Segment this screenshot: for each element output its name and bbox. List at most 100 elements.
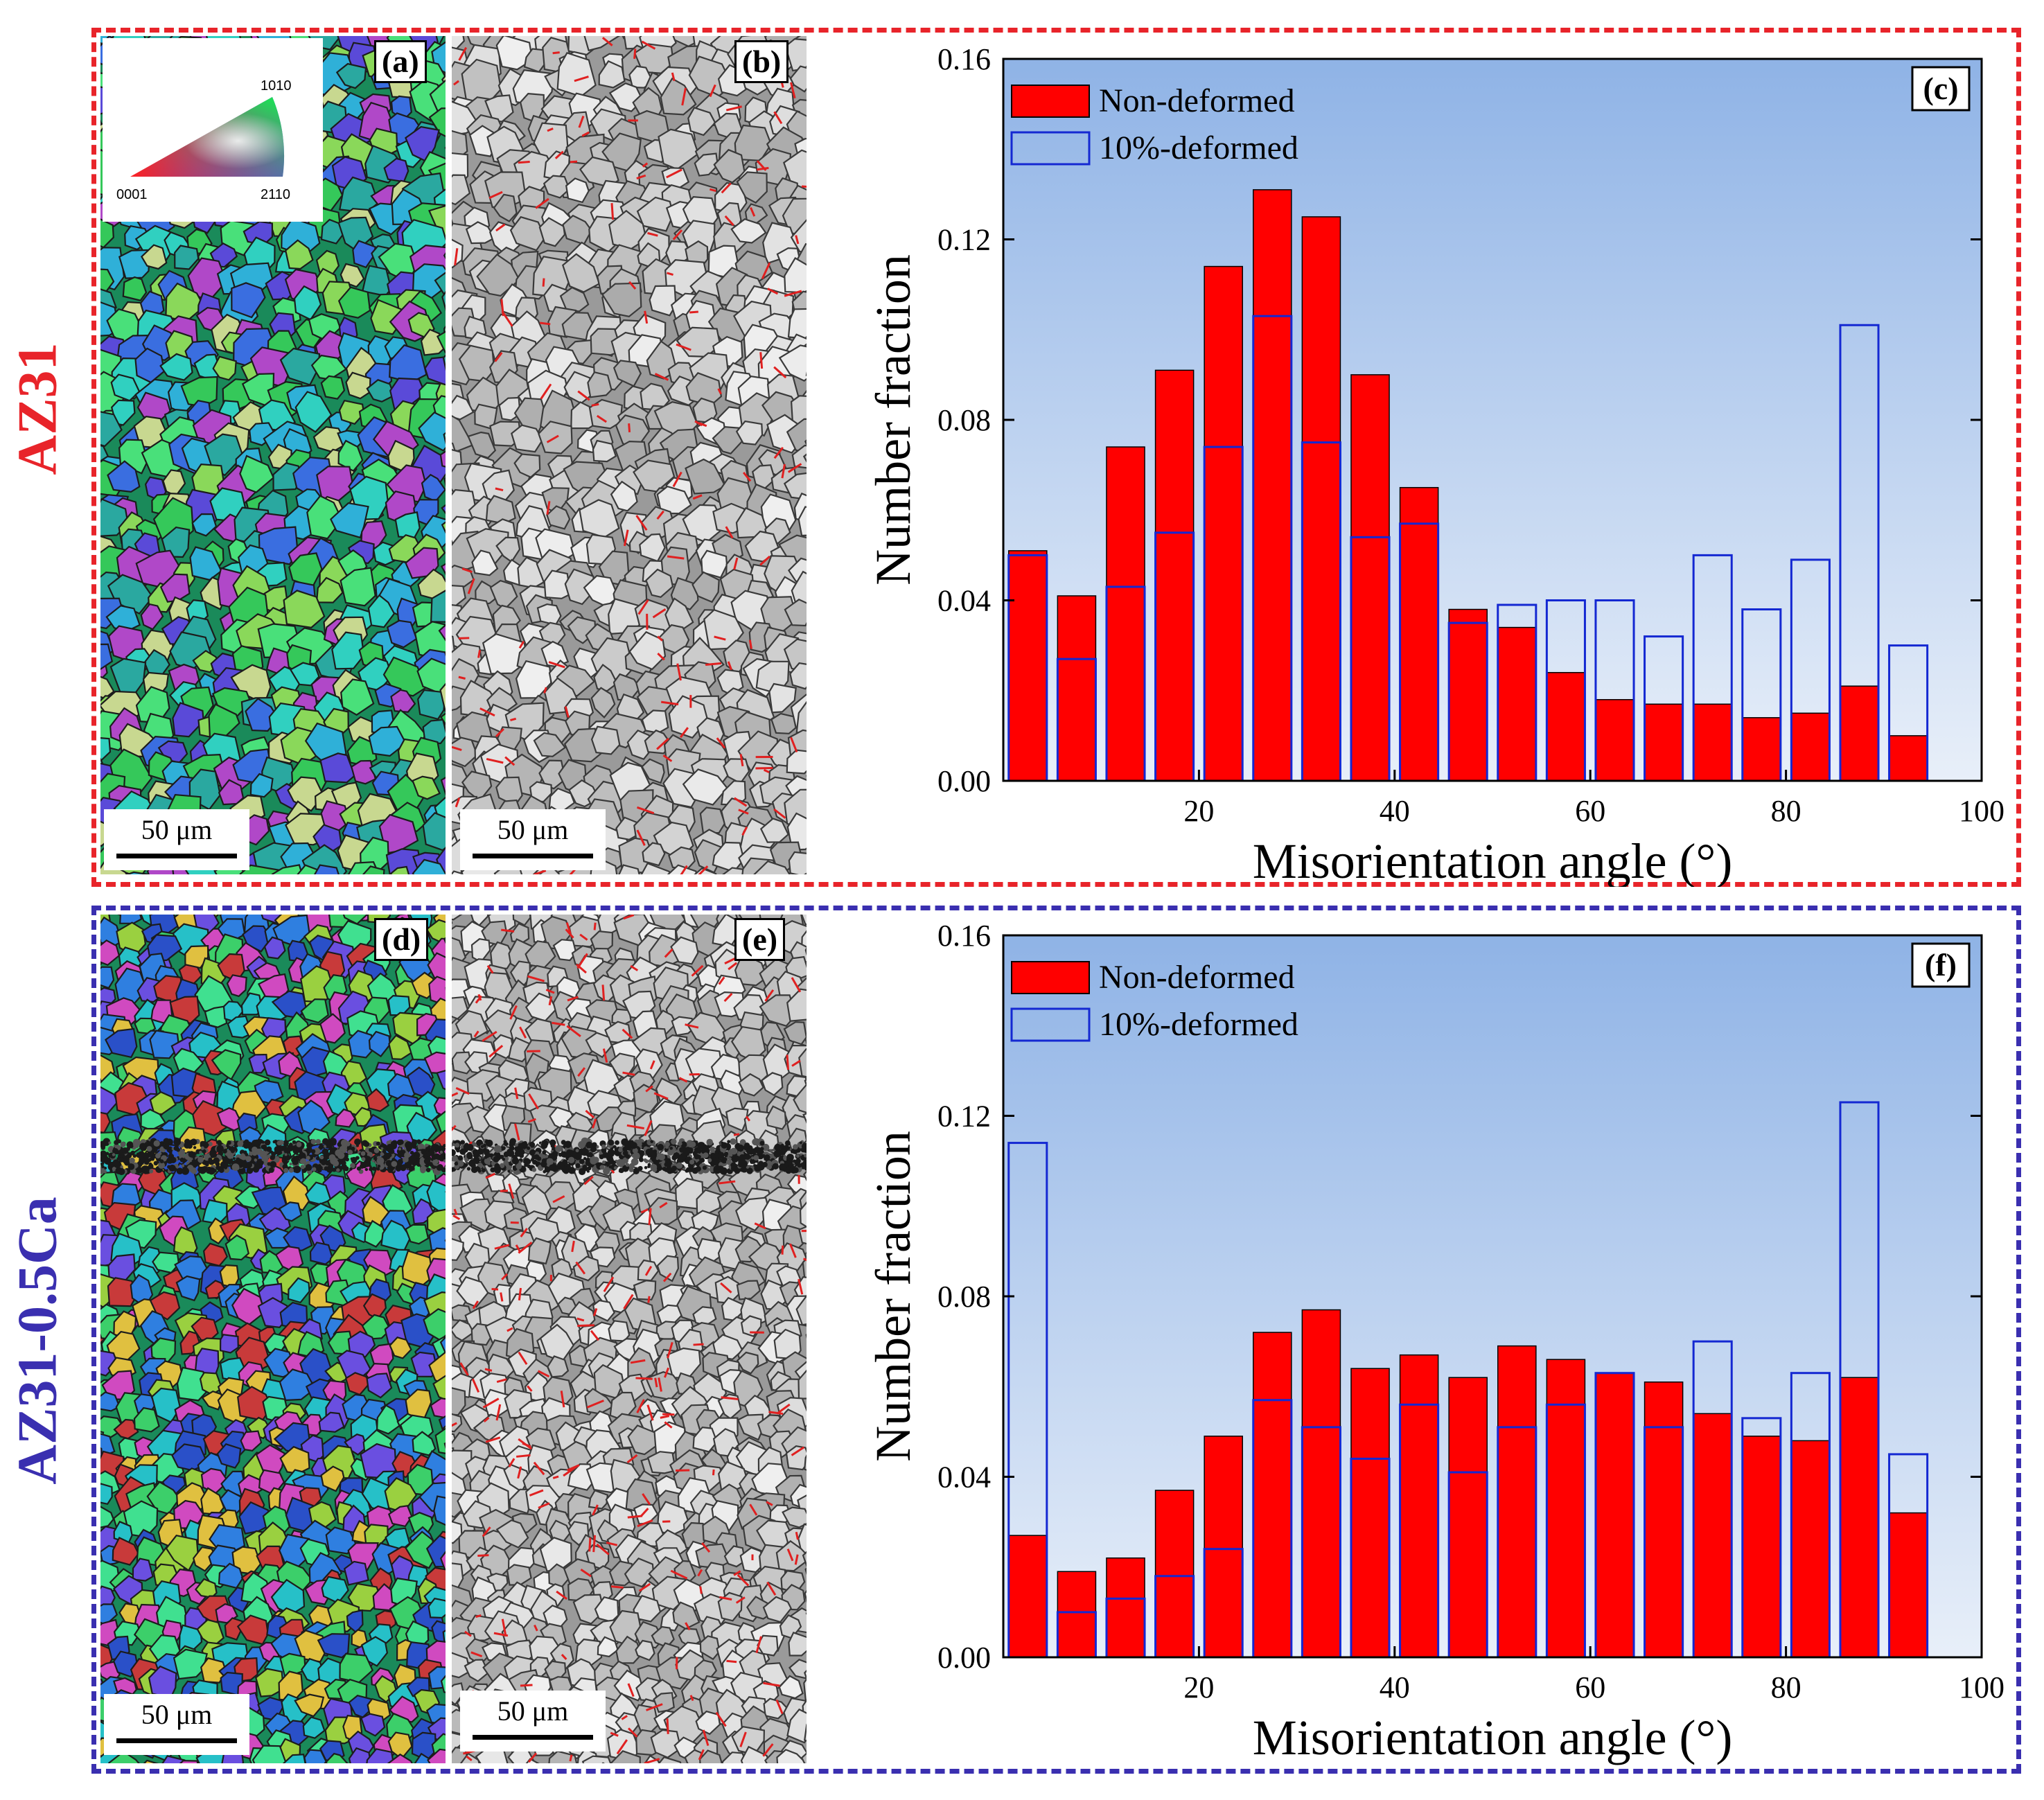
bar-non-deformed (1644, 1381, 1684, 1658)
x-tick-label: 20 (1183, 794, 1214, 828)
plot-area (1003, 59, 1982, 781)
az31-label: AZ31 (7, 342, 69, 475)
bar-non-deformed (1742, 1436, 1781, 1658)
legend-label-deformed: 10%-deformed (1099, 130, 1298, 166)
y-tick-label: 0.04 (937, 1461, 991, 1494)
bar-non-deformed (1301, 216, 1341, 782)
ipf-map-az31-ca (100, 915, 446, 1763)
y-tick-label: 0.16 (937, 42, 991, 76)
bars (1007, 1101, 1929, 1659)
legend-label-non-deformed: Non-deformed (1099, 82, 1295, 119)
band-contrast-map-az31-ca (452, 915, 807, 1763)
bar-non-deformed (1204, 265, 1243, 782)
scale-bar-e: 50 μm (460, 1691, 606, 1752)
bar-non-deformed (1840, 1377, 1879, 1658)
scale-bar-d: 50 μm (104, 1694, 249, 1755)
scale-bar-line (473, 854, 593, 858)
bar-non-deformed (1253, 1332, 1292, 1658)
legend-label-deformed: 10%-deformed (1099, 1006, 1298, 1043)
legend-swatch-non-deformed (1011, 85, 1090, 118)
az31-ca-group-frame (91, 906, 2021, 1774)
bar-non-deformed (1301, 1309, 1341, 1658)
bar-non-deformed (1008, 1535, 1048, 1658)
bar-non-deformed (1154, 1490, 1195, 1658)
scale-bar-line (473, 1735, 593, 1740)
y-tick-label: 0.00 (937, 1641, 991, 1675)
legend-swatch-deformed (1010, 1007, 1091, 1042)
y-tick-label: 0.04 (937, 584, 991, 618)
x-tick-label: 20 (1183, 1670, 1214, 1704)
bar-non-deformed (1497, 1345, 1537, 1658)
ipf-key-label-2110: 2110 (261, 187, 290, 202)
x-tick-label: 100 (1959, 1670, 2005, 1704)
bar-non-deformed (1790, 712, 1831, 782)
plot-area (1003, 935, 1982, 1657)
x-tick-label: 60 (1575, 794, 1605, 828)
bar-non-deformed (1399, 486, 1439, 782)
bar-non-deformed (1057, 595, 1097, 782)
bar-non-deformed (1693, 1413, 1732, 1658)
scale-bar-label: 50 μm (141, 814, 213, 845)
bar-non-deformed (1888, 1512, 1928, 1658)
x-axis-label: Misorientation angle (°) (1253, 1710, 1733, 1765)
chart-panel-tag: (f) (1911, 942, 1971, 988)
x-tick-label: 100 (1959, 794, 2005, 828)
fine-grain-band (100, 1138, 446, 1176)
panel-tag-a: (a) (374, 40, 427, 83)
x-tick-label: 40 (1380, 1670, 1410, 1704)
y-tick-label: 0.12 (937, 1100, 991, 1133)
bar-non-deformed (1888, 735, 1928, 782)
y-tick-label: 0.16 (937, 919, 991, 953)
y-tick-label: 0.12 (937, 223, 991, 257)
misorientation-histogram-f: 0.00 0.04 0.08 0.12 0.16 20 40 60 80 100 Misorient… (818, 915, 2009, 1767)
legend: Non-deformed 10%-deformed (1010, 959, 1298, 1043)
bar-non-deformed (1790, 1440, 1831, 1658)
y-tick-label: 0.08 (937, 403, 991, 437)
bar-non-deformed (1350, 1368, 1390, 1658)
scale-bar-a: 50 μm (104, 809, 249, 870)
x-tick-label: 80 (1771, 794, 1801, 828)
y-tick-label: 0.08 (937, 1280, 991, 1314)
legend-swatch-non-deformed (1011, 961, 1090, 994)
legend-label-non-deformed: Non-deformed (1099, 959, 1295, 996)
x-axis-label: Misorientation angle (°) (1253, 833, 1733, 887)
az31-group-frame (91, 28, 2021, 887)
bar-non-deformed (1546, 671, 1586, 782)
fine-grain-band (452, 1137, 807, 1176)
band-contrast-map-az31 (452, 36, 807, 874)
bar-non-deformed (1448, 608, 1488, 782)
panel-tag-b: (b) (734, 40, 789, 83)
panel-tag-d: (d) (374, 918, 429, 961)
bar-non-deformed (1154, 369, 1195, 782)
scale-bar-line (116, 1738, 237, 1743)
x-tick-label: 80 (1771, 1670, 1801, 1704)
ipf-color-key: 0001 2110 1010 (103, 38, 323, 222)
bar-non-deformed (1693, 703, 1732, 782)
scale-bar-label: 50 μm (141, 1699, 213, 1730)
bar-non-deformed (1448, 1377, 1488, 1658)
bar-non-deformed (1106, 1557, 1145, 1658)
y-axis-label: Number fraction (865, 1131, 921, 1462)
scale-bar-label: 50 μm (497, 1695, 569, 1727)
x-tick-label: 60 (1575, 1670, 1605, 1704)
bar-non-deformed (1106, 446, 1145, 782)
y-axis-label: Number fraction (865, 254, 921, 585)
bar-non-deformed (1595, 699, 1635, 782)
bar-non-deformed (1350, 374, 1390, 782)
bar-non-deformed (1399, 1354, 1439, 1658)
bar-non-deformed (1204, 1436, 1243, 1658)
grain-layer (100, 915, 446, 1763)
grain-layer (452, 36, 807, 874)
bar-non-deformed (1253, 189, 1292, 782)
bar-non-deformed (1595, 1372, 1635, 1658)
bar-non-deformed (1742, 717, 1781, 782)
chart-panel-tag: (c) (1911, 66, 1971, 112)
bar-non-deformed (1008, 550, 1048, 782)
legend: Non-deformed 10%-deformed (1010, 82, 1298, 166)
legend-swatch-deformed (1010, 131, 1091, 166)
twin-boundary-layer (452, 915, 807, 1763)
bar-non-deformed (1840, 685, 1879, 782)
bar-non-deformed (1497, 626, 1537, 782)
x-tick-label: 40 (1380, 794, 1410, 828)
ipf-key-label-1010: 1010 (261, 78, 292, 94)
